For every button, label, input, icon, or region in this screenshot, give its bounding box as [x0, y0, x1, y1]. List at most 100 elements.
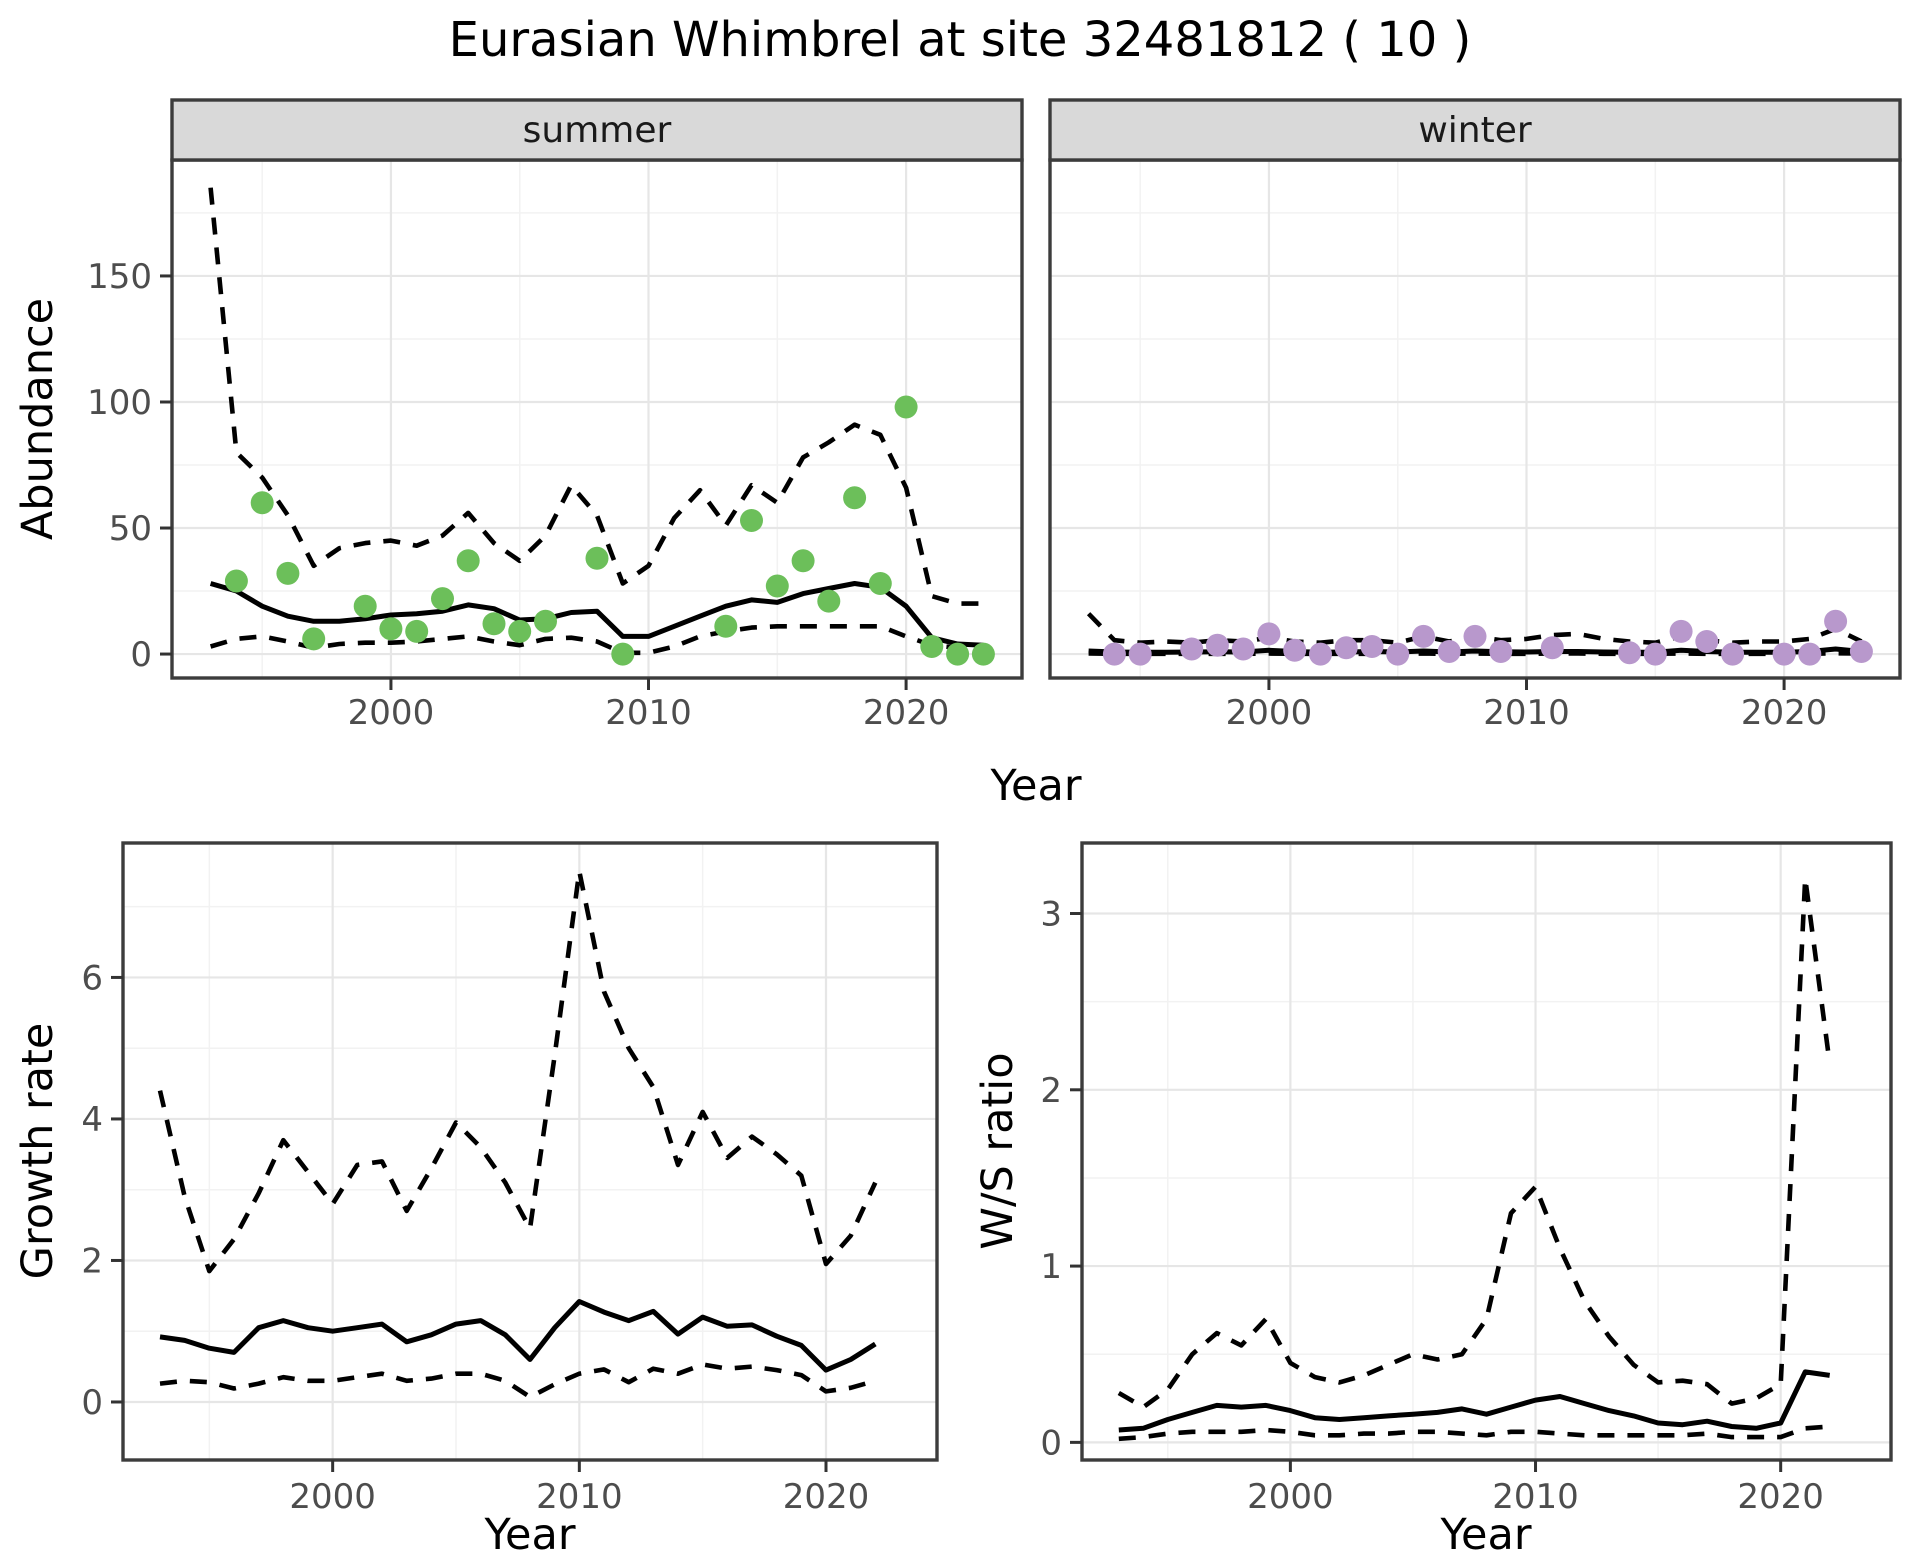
abundance-summer-median_fit-line: [209, 581, 984, 648]
data-point: [1360, 635, 1384, 658]
x-axis: 2000 2010 2020: [289, 1460, 869, 1517]
data-point: [740, 509, 763, 532]
y-axis: 0 1 2 3: [1040, 895, 1082, 1463]
data-point: [224, 569, 248, 593]
data-point: [1386, 642, 1410, 666]
y-tick-label: 150: [87, 257, 152, 297]
ws-ratio-median_fit-line: [1118, 1369, 1831, 1433]
growth-rate-lower_ci-line: [159, 1362, 876, 1400]
data-point: [1283, 638, 1307, 662]
data-point: [1669, 619, 1693, 643]
data-point: [1463, 624, 1487, 648]
panel-growth-rate: 2000 2010 2020 0 2 4 6 Growth rate Year: [13, 841, 939, 1560]
shared-axis-labels: Year: [989, 761, 1081, 811]
data-point: [353, 594, 377, 618]
panel-abundance-winter: winter 2000 2010 2020: [1048, 98, 1902, 733]
facet-strip-label: winter: [1418, 110, 1532, 151]
panel-border: [1080, 841, 1893, 1462]
data-point: [1618, 641, 1641, 665]
data-point: [585, 546, 609, 570]
growth-rate-upper_ci-line: [157, 869, 878, 1274]
data-point: [1721, 642, 1745, 666]
x-tick-label: 2000: [289, 1477, 376, 1517]
data-point: [1798, 642, 1822, 666]
chart-title: Eurasian Whimbrel at site 32481812 ( 10 …: [448, 12, 1472, 68]
data-point: [456, 549, 480, 573]
data-point: [920, 635, 944, 658]
x-tick-label: 2010: [1492, 1477, 1579, 1517]
data-point: [765, 574, 789, 598]
data-point: [1849, 640, 1873, 663]
ws-ratio-upper_ci-line: [1117, 876, 1832, 1410]
facet-strip: [1048, 98, 1902, 162]
panel-background: [123, 843, 937, 1460]
x-tick-label: 2000: [1226, 693, 1313, 733]
data-point: [534, 609, 557, 633]
top-x-axis-title: Year: [989, 761, 1081, 811]
gridlines: [172, 160, 1022, 678]
data-point: [843, 486, 867, 510]
panel-background: [1082, 843, 1891, 1460]
data-point: [1772, 642, 1796, 666]
y-tick-label: 50: [109, 509, 152, 549]
data-point: [1205, 633, 1229, 657]
y-tick-label: 0: [130, 635, 152, 675]
data-point: [971, 642, 995, 666]
data-point: [1489, 640, 1513, 663]
panel-border: [121, 841, 939, 1462]
y-tick-label: 4: [81, 1100, 103, 1140]
abundance-summer-upper_ci-line: [208, 187, 984, 606]
data-point: [1180, 637, 1204, 661]
data-point: [250, 491, 274, 515]
data-point: [946, 642, 970, 666]
facet-strip: [170, 98, 1024, 162]
abundance-summer-lower_ci-line: [209, 624, 984, 656]
y-tick-label: 0: [1040, 1423, 1062, 1463]
data-point: [1643, 642, 1667, 666]
abundance-winter-observed_counts: [1102, 609, 1873, 666]
data-point: [1334, 636, 1358, 660]
data-point: [1824, 609, 1848, 633]
y-axis-title: W/S ratio: [973, 1052, 1023, 1249]
data-point: [868, 572, 892, 595]
data-point: [791, 549, 815, 573]
data-point: [1102, 642, 1126, 666]
data-point: [1257, 622, 1281, 646]
y-tick-label: 6: [81, 958, 103, 998]
data-point: [817, 589, 841, 613]
data-point: [1309, 642, 1332, 666]
x-axis: 2000 2010 2020: [1247, 1460, 1824, 1517]
y-axis-title: Growth rate: [13, 1023, 63, 1280]
data-point: [302, 627, 326, 651]
data-point: [1128, 642, 1152, 666]
data-point: [405, 619, 429, 643]
y-tick-label: 0: [81, 1383, 103, 1423]
data-point: [482, 612, 506, 636]
x-axis-title: Year: [1439, 1510, 1531, 1560]
x-tick-label: 2000: [1247, 1477, 1334, 1517]
data-point: [1231, 637, 1255, 661]
panel-abundance-summer: summer 2000 2010 2020 0 50 100 150 Abundance: [13, 98, 1024, 733]
data-point: [1437, 640, 1461, 663]
y-axis: 0 2 4 6: [81, 958, 123, 1423]
y-axis: 0 50 100 150: [87, 257, 172, 675]
data-point: [508, 619, 532, 643]
gridlines: [1082, 843, 1891, 1460]
y-tick-label: 3: [1040, 895, 1062, 935]
x-axis: 2000 2010 2020: [348, 678, 949, 733]
x-tick-label: 2020: [1737, 1477, 1824, 1517]
y-tick-label: 2: [1040, 1071, 1062, 1111]
panel-background: [1050, 160, 1900, 678]
x-tick-label: 2020: [1741, 693, 1828, 733]
x-tick-label: 2010: [1483, 693, 1570, 733]
data-point: [894, 395, 918, 419]
y-tick-label: 2: [81, 1241, 103, 1281]
facet-strip-label: summer: [523, 110, 672, 151]
x-axis: 2000 2010 2020: [1226, 678, 1828, 733]
x-axis-title: Year: [483, 1510, 575, 1560]
x-tick-label: 2000: [348, 693, 435, 733]
data-point: [431, 587, 454, 611]
y-axis-title: Abundance: [13, 298, 63, 540]
abundance-summer-observed_counts: [224, 395, 995, 666]
